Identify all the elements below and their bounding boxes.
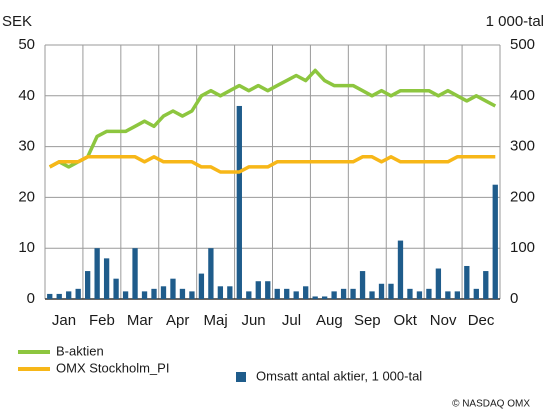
y-tick-label: 40: [18, 87, 35, 104]
bar: [246, 291, 252, 299]
bar: [113, 278, 119, 299]
bar: [426, 288, 432, 299]
legend-label: OMX Stockholm_PI: [56, 360, 169, 375]
bar: [160, 286, 167, 299]
x-tick-label: Nov: [430, 312, 457, 329]
bar: [151, 288, 157, 299]
bar: [492, 184, 498, 299]
bar: [454, 291, 460, 299]
bar: [369, 291, 375, 299]
bar: [217, 286, 224, 299]
bar: [179, 288, 186, 299]
bar: [132, 248, 138, 299]
bar: [47, 293, 53, 299]
y2-tick-label: 500: [510, 36, 535, 53]
x-tick-label: Aug: [316, 312, 343, 329]
bar: [141, 291, 148, 299]
bar: [483, 271, 489, 299]
bar: [56, 293, 62, 299]
bar: [293, 291, 299, 299]
bar: [208, 248, 214, 299]
bar: [350, 288, 356, 299]
legend-label: Omsatt antal aktier, 1 000-tal: [256, 368, 422, 383]
bar: [236, 105, 242, 300]
bar: [103, 258, 110, 299]
bar: [464, 265, 470, 299]
y2-tick-label: 0: [510, 290, 518, 307]
bar: [94, 248, 100, 299]
x-tick-label: Apr: [166, 312, 189, 329]
x-tick-label: Feb: [89, 312, 115, 329]
y2-tick-label: 100: [510, 239, 535, 256]
bar: [198, 273, 205, 299]
y-tick-label: 10: [18, 239, 35, 256]
x-tick-label: Jun: [241, 312, 265, 329]
bar: [388, 283, 394, 299]
bar: [407, 288, 413, 299]
bar: [66, 291, 72, 299]
legend-swatch: [236, 372, 246, 382]
bar: [331, 291, 337, 299]
x-tick-label: Okt: [394, 312, 418, 329]
line: [48, 155, 496, 174]
bar: [473, 288, 479, 299]
bar: [274, 288, 280, 299]
bar: [85, 271, 91, 299]
credit: © NASDAQ OMX: [452, 399, 530, 410]
x-tick-label: Maj: [204, 312, 228, 329]
y2-axis-label: 1 000-tal: [486, 13, 544, 30]
bar: [284, 288, 290, 299]
bar: [359, 271, 366, 299]
bar: [435, 268, 442, 299]
bar: [227, 286, 233, 299]
y2-tick-label: 400: [510, 87, 535, 104]
bar: [170, 278, 176, 299]
bar: [189, 291, 195, 299]
bar: [445, 291, 451, 299]
line: [48, 68, 497, 169]
bar: [265, 281, 271, 299]
x-tick-label: Mar: [127, 312, 153, 329]
y-tick-label: 20: [18, 188, 35, 205]
x-tick-label: Jan: [52, 312, 76, 329]
y2-tick-label: 200: [510, 188, 535, 205]
legend-label: B-aktien: [56, 343, 104, 358]
bar: [397, 240, 404, 299]
bar: [321, 296, 328, 299]
y-tick-label: 0: [27, 290, 35, 307]
bar: [378, 283, 385, 299]
bar: [340, 288, 347, 299]
y-tick-label: 50: [18, 36, 35, 53]
y-axis-label: SEK: [2, 13, 32, 30]
bar: [255, 281, 261, 299]
y-tick-label: 30: [18, 138, 35, 155]
bar: [303, 286, 309, 299]
y2-tick-label: 300: [510, 138, 535, 155]
bar: [122, 291, 129, 299]
bar: [416, 291, 423, 299]
x-tick-label: Jul: [282, 312, 301, 329]
bar: [312, 296, 318, 299]
x-tick-label: Sep: [354, 312, 381, 329]
bar: [75, 288, 81, 299]
x-tick-label: Dec: [468, 312, 495, 329]
